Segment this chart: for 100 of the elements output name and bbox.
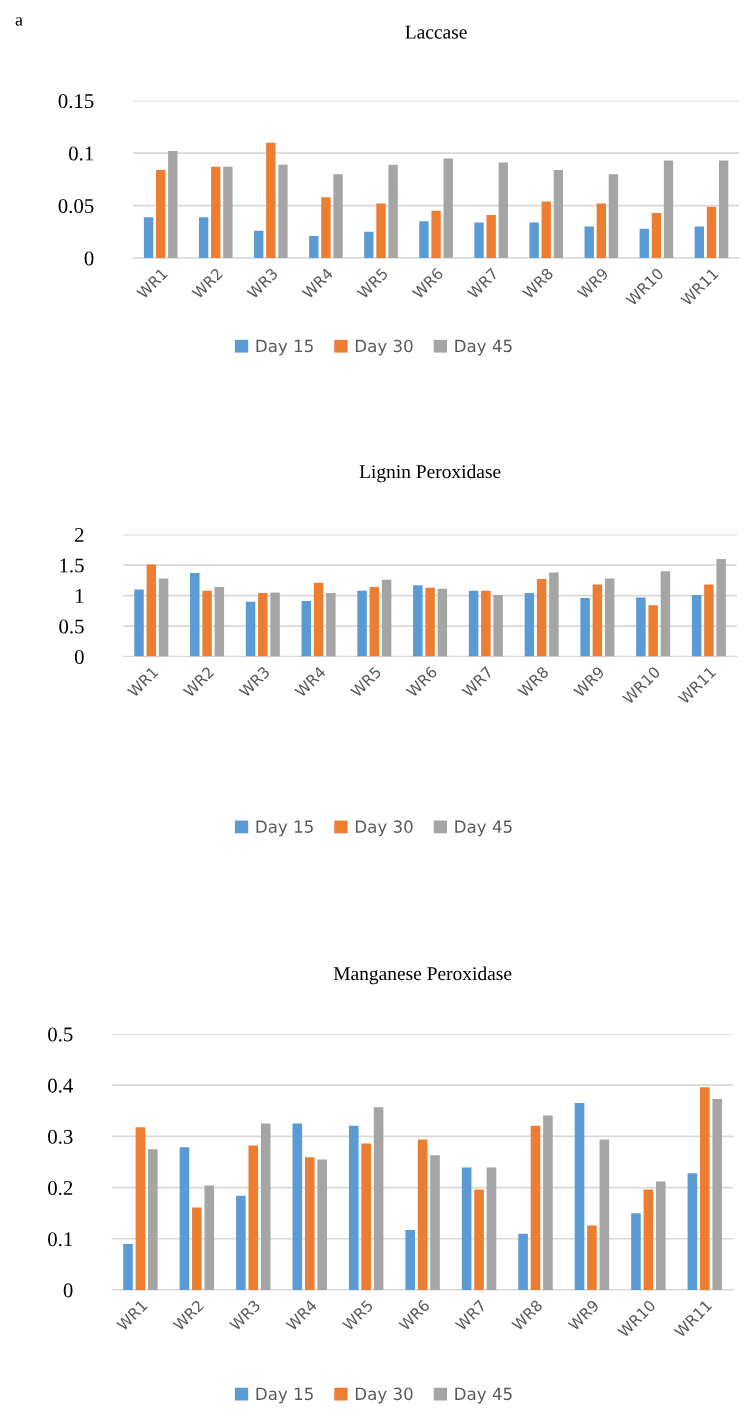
y-tick-label: 1 [75, 589, 84, 603]
bar [357, 590, 367, 657]
bar [691, 594, 702, 657]
bar [461, 1167, 472, 1290]
bar [148, 1149, 158, 1290]
legend-label: Day 30 [355, 820, 413, 837]
bar [301, 601, 312, 657]
bar [474, 1189, 484, 1290]
bar [687, 1173, 698, 1290]
bar [405, 1230, 415, 1290]
bar [604, 578, 615, 657]
bar [266, 142, 276, 259]
bar [413, 585, 423, 657]
bar [419, 221, 429, 259]
legend-label: Day 45 [455, 1387, 512, 1404]
bar [313, 582, 324, 657]
bar [292, 1123, 303, 1290]
bar [712, 1099, 723, 1290]
legend-label: Day 15 [256, 1387, 313, 1404]
bar [718, 160, 729, 259]
bar [123, 1243, 133, 1290]
bar [223, 166, 233, 259]
bar [317, 1159, 327, 1290]
y-tick-label: 1.5 [60, 558, 84, 573]
chart-title: Lignin Peroxidase [359, 464, 501, 483]
bar [388, 164, 398, 259]
bar [143, 217, 154, 259]
y-tick-label: 0.2 [48, 1180, 73, 1196]
bar [270, 592, 280, 657]
bar [236, 1195, 246, 1290]
bar [580, 598, 590, 657]
bar [190, 573, 200, 657]
bar [530, 1125, 541, 1290]
bar [192, 1207, 202, 1290]
bar [146, 564, 157, 657]
bar [529, 222, 539, 259]
bar [663, 160, 674, 259]
bar [369, 587, 380, 657]
chart-title: Laccase [405, 25, 467, 39]
y-tick-label: 0 [84, 251, 94, 266]
bar [248, 1145, 259, 1290]
bar [156, 169, 166, 259]
bar [486, 215, 496, 259]
bar [468, 590, 479, 657]
bar [498, 162, 508, 259]
y-tick-label: 0.5 [48, 1027, 73, 1042]
bar [376, 203, 386, 259]
bar [596, 203, 607, 259]
bar [599, 1139, 610, 1290]
bar [348, 1125, 359, 1290]
bar [648, 605, 658, 657]
bar [333, 174, 343, 259]
y-tick-label: 0.1 [69, 146, 94, 161]
bar [304, 1157, 315, 1290]
legend-label: Day 30 [355, 339, 413, 356]
bar [373, 1107, 384, 1290]
bar [437, 588, 448, 657]
legend-label: Day 15 [256, 339, 313, 356]
bar [260, 1123, 271, 1290]
y-tick-label: 0.5 [59, 619, 84, 634]
bar [474, 222, 484, 259]
bar [417, 1139, 428, 1290]
bar [636, 597, 646, 657]
bar [361, 1143, 371, 1290]
bar [716, 558, 726, 657]
bar [656, 1181, 666, 1290]
bar [639, 228, 649, 259]
bar [168, 151, 178, 259]
y-tick-label: 0.4 [48, 1078, 73, 1093]
bar [364, 231, 374, 259]
y-tick-label: 0 [63, 1283, 73, 1298]
bar [574, 1103, 585, 1290]
bar [179, 1147, 190, 1290]
bar [549, 572, 559, 657]
bar [158, 578, 169, 657]
bar [254, 230, 264, 259]
y-tick-label: 0.15 [58, 94, 94, 109]
y-tick-label: 2 [75, 528, 84, 542]
bar [704, 584, 714, 657]
bar [660, 571, 671, 657]
text: a [15, 17, 23, 26]
bar [326, 593, 336, 657]
bar [321, 197, 331, 259]
bar [430, 1155, 440, 1290]
bar [204, 1185, 215, 1290]
bar [278, 164, 288, 259]
legend-label: Day 45 [455, 820, 512, 837]
bar [592, 584, 603, 657]
legend-label: Day 30 [355, 1387, 413, 1404]
bar [706, 206, 717, 259]
chart-title: Manganese Peroxidase [333, 966, 512, 985]
bar [553, 169, 564, 259]
bar [135, 1127, 146, 1290]
bar [431, 210, 441, 259]
bar [584, 226, 594, 259]
bar [587, 1225, 597, 1290]
bar [202, 590, 212, 657]
bar [694, 226, 705, 259]
legend-label: Day 15 [256, 820, 313, 837]
bar [631, 1213, 641, 1290]
